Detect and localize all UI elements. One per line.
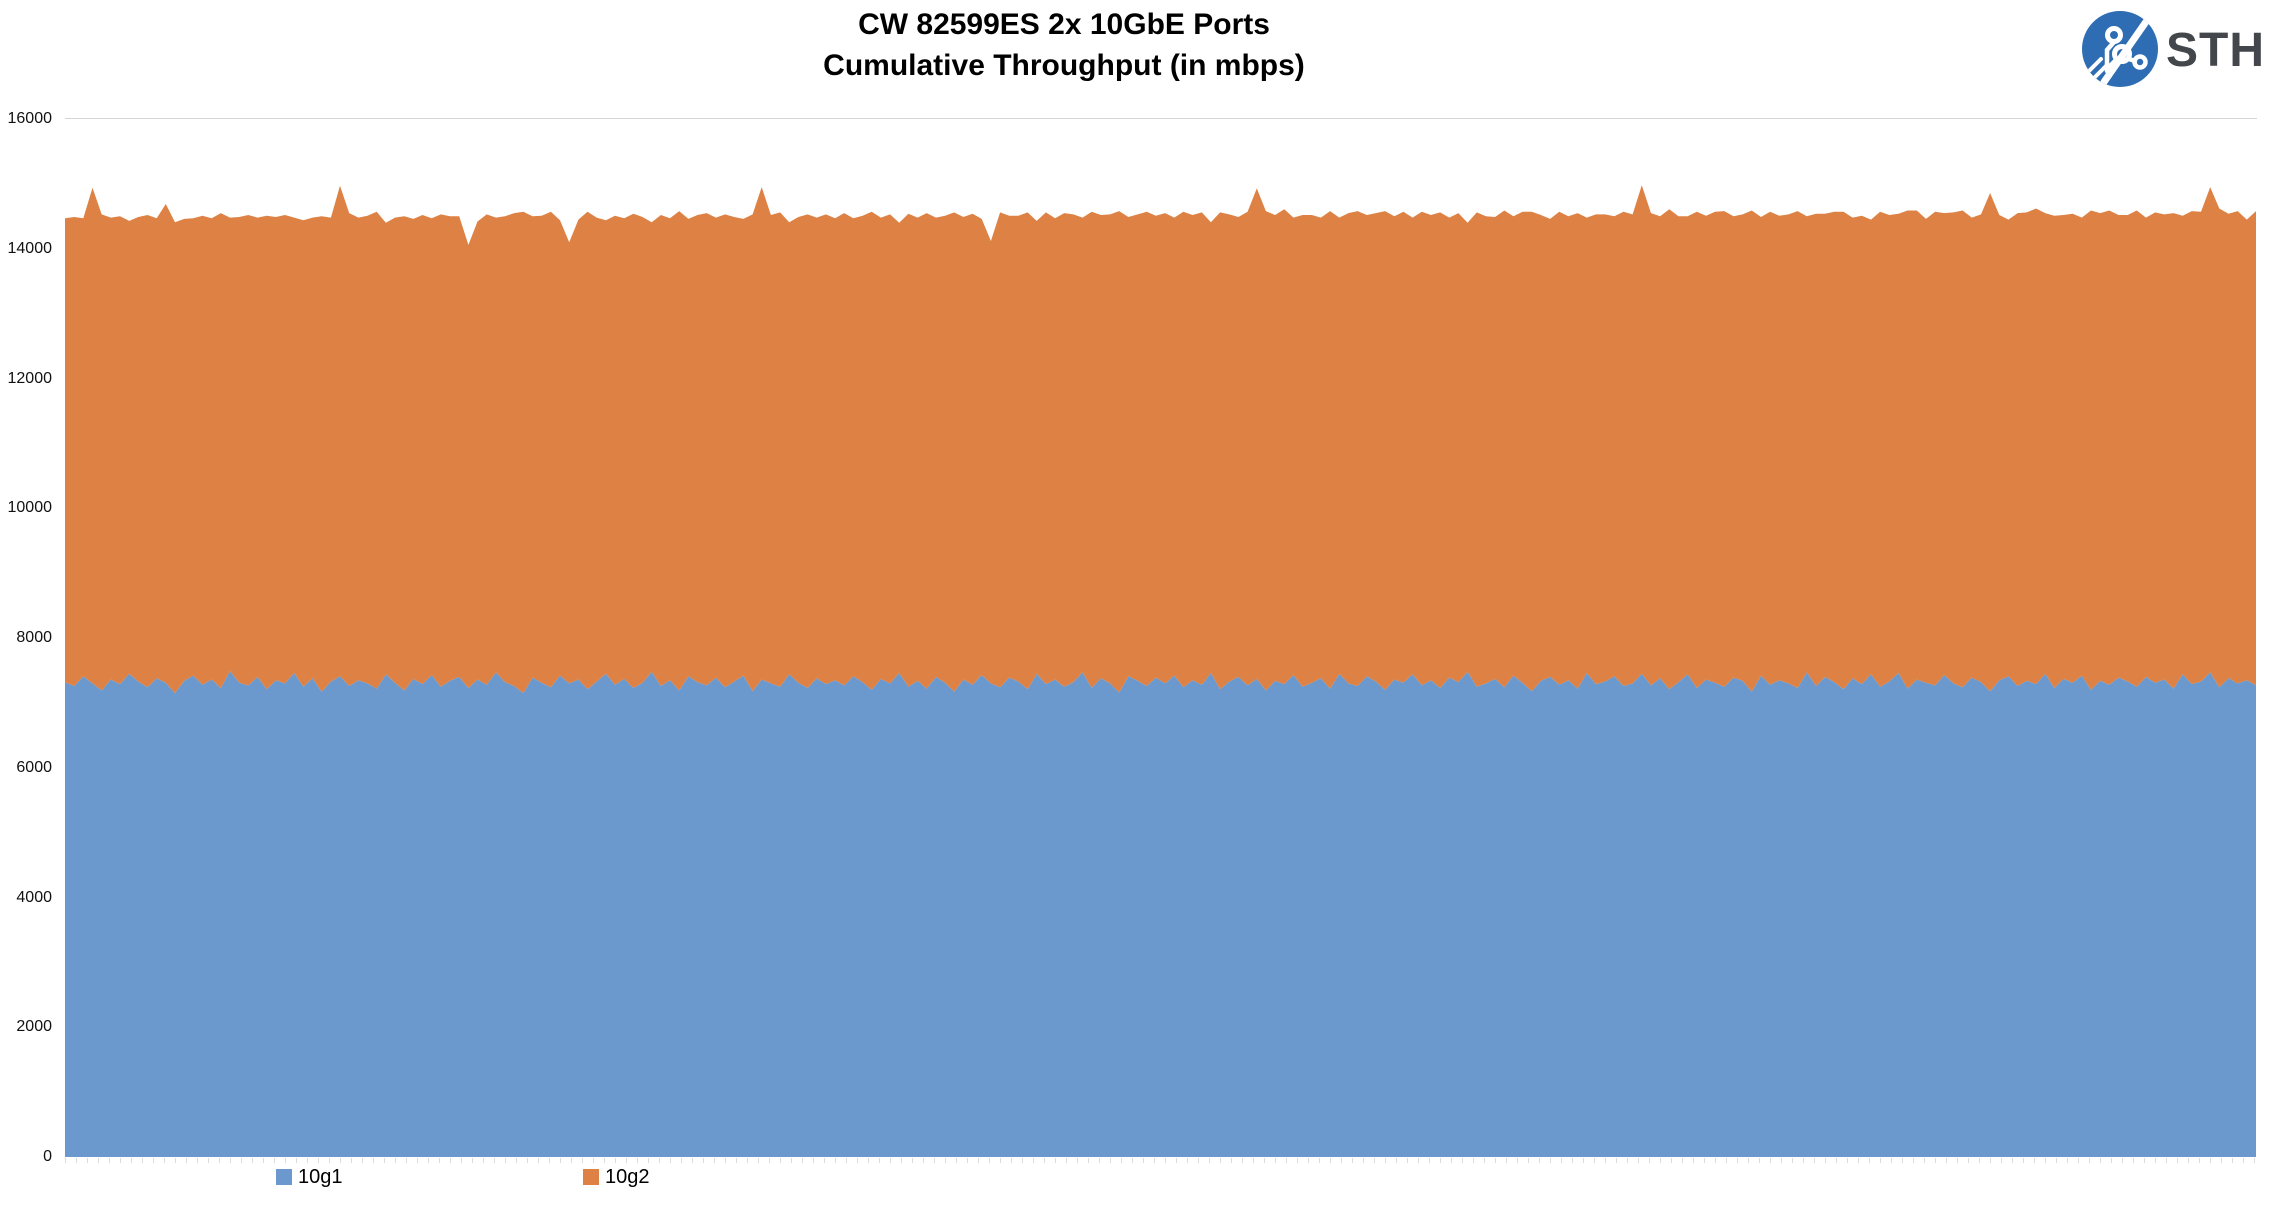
legend-label-10g1: 10g1 — [298, 1166, 343, 1188]
y-axis-label: 8000 — [16, 629, 52, 646]
circuit-traces-icon — [2087, 12, 2154, 86]
y-axis-label: 14000 — [7, 239, 53, 257]
chart-title: CW 82599ES 2x 10GbE Ports Cumulative Thr… — [0, 4, 2128, 86]
logo-text: STH — [2166, 24, 2262, 77]
y-axis-label: 0 — [43, 1148, 52, 1165]
x-axis-tick-strip — [65, 1158, 2256, 1163]
y-axis-label: 12000 — [7, 369, 53, 387]
area-chart-svg — [65, 185, 2256, 1157]
legend-swatch-10g2 — [583, 1169, 599, 1185]
y-axis-label: 6000 — [16, 758, 52, 776]
sth-logo-graphic: STH — [2082, 11, 2264, 87]
plot-area — [65, 119, 2256, 1157]
y-axis-label: 4000 — [16, 888, 52, 906]
legend-item-10g1: 10g1 — [276, 1166, 343, 1188]
chart-title-line2: Cumulative Throughput (in mbps) — [823, 49, 1305, 82]
legend-label-10g2: 10g2 — [605, 1166, 650, 1188]
sth-logo: STH — [2080, 8, 2264, 90]
area-series-10g2 — [65, 185, 2256, 694]
area-series-10g1 — [65, 671, 2256, 1157]
y-axis-label: 2000 — [16, 1018, 52, 1036]
y-axis-label: 10000 — [7, 499, 53, 517]
chart-title-line1: CW 82599ES 2x 10GbE Ports — [858, 8, 1270, 41]
legend-item-10g2: 10g2 — [583, 1166, 650, 1188]
y-axis-label: 16000 — [7, 110, 53, 127]
legend-swatch-10g1 — [276, 1169, 292, 1185]
gridline-16000 — [65, 118, 2257, 119]
